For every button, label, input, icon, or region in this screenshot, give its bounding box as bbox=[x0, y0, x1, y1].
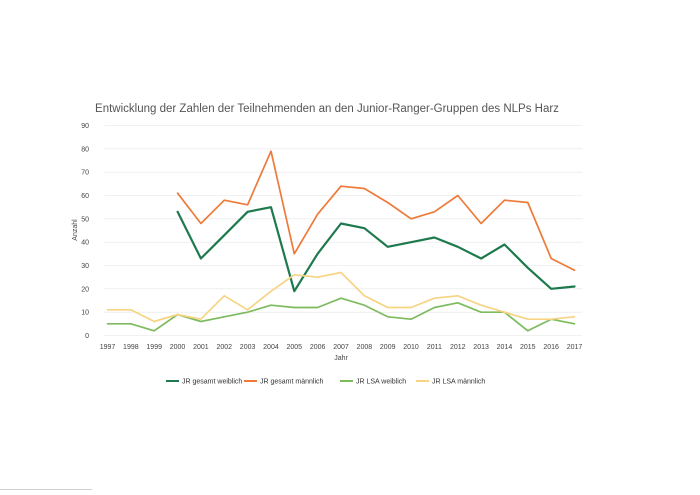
x-tick-label: 1997 bbox=[100, 344, 116, 351]
series-lines bbox=[106, 150, 576, 332]
y-tick-label: 50 bbox=[81, 216, 89, 223]
legend-label: JR gesamt weiblich bbox=[182, 379, 242, 386]
x-tick-label: 2013 bbox=[473, 344, 489, 351]
x-tick-label: 2007 bbox=[333, 344, 349, 351]
legend-label: JR gesamt männlich bbox=[260, 379, 324, 386]
series-line bbox=[176, 206, 576, 293]
x-tick-label: 2010 bbox=[403, 344, 419, 351]
x-tick-label: 2015 bbox=[520, 344, 536, 351]
x-tick-label: 2008 bbox=[357, 344, 373, 351]
series-2 bbox=[176, 150, 576, 272]
y-axis-label: Anzahl bbox=[72, 219, 79, 241]
x-tick-label: 2002 bbox=[216, 344, 232, 351]
series-1 bbox=[176, 206, 576, 293]
gridlines bbox=[104, 125, 583, 336]
legend-label: JR LSA männlich bbox=[432, 379, 485, 386]
x-tick-label: 1998 bbox=[123, 344, 139, 351]
x-tick-label: 2017 bbox=[567, 344, 583, 351]
y-tick-label: 80 bbox=[81, 146, 89, 153]
chart-title: Entwicklung der Zahlen der Teilnehmenden… bbox=[95, 103, 559, 115]
x-tick-label: 1999 bbox=[146, 344, 162, 351]
x-tick-label: 2005 bbox=[287, 344, 303, 351]
x-tick-label: 2012 bbox=[450, 344, 466, 351]
series-line bbox=[176, 150, 576, 272]
x-axis-label: Jahr bbox=[334, 355, 348, 362]
x-tick-label: 2016 bbox=[543, 344, 559, 351]
y-tick-label: 10 bbox=[81, 310, 89, 317]
y-tick-label: 90 bbox=[81, 123, 89, 130]
y-tick-label: 70 bbox=[81, 170, 89, 177]
legend: JR gesamt weiblich JR gesamt männlich JR L… bbox=[166, 379, 485, 386]
y-tick-labels: 0 10 20 30 40 50 60 70 80 90 bbox=[81, 123, 89, 340]
legend-label: JR LSA weiblich bbox=[356, 379, 406, 386]
x-tick-label: 2003 bbox=[240, 344, 256, 351]
y-tick-label: 20 bbox=[81, 286, 89, 293]
x-tick-label: 2011 bbox=[427, 344, 442, 351]
x-tick-label: 2000 bbox=[170, 344, 186, 351]
divider-line bbox=[0, 489, 92, 490]
x-tick-label: 2004 bbox=[263, 344, 279, 351]
x-tick-label: 2009 bbox=[380, 344, 396, 351]
y-tick-label: 0 bbox=[85, 333, 89, 340]
y-tick-label: 60 bbox=[81, 193, 89, 200]
y-tick-label: 30 bbox=[81, 263, 89, 270]
y-tick-label: 40 bbox=[81, 240, 89, 247]
series-4 bbox=[106, 271, 576, 323]
series-line bbox=[106, 271, 576, 323]
x-tick-labels: 1997 1998 1999 2000 2001 2002 2003 2004 2005 2006… bbox=[100, 344, 583, 351]
x-tick-label: 2014 bbox=[497, 344, 513, 351]
x-tick-label: 2001 bbox=[193, 344, 209, 351]
x-tick-label: 2006 bbox=[310, 344, 326, 351]
